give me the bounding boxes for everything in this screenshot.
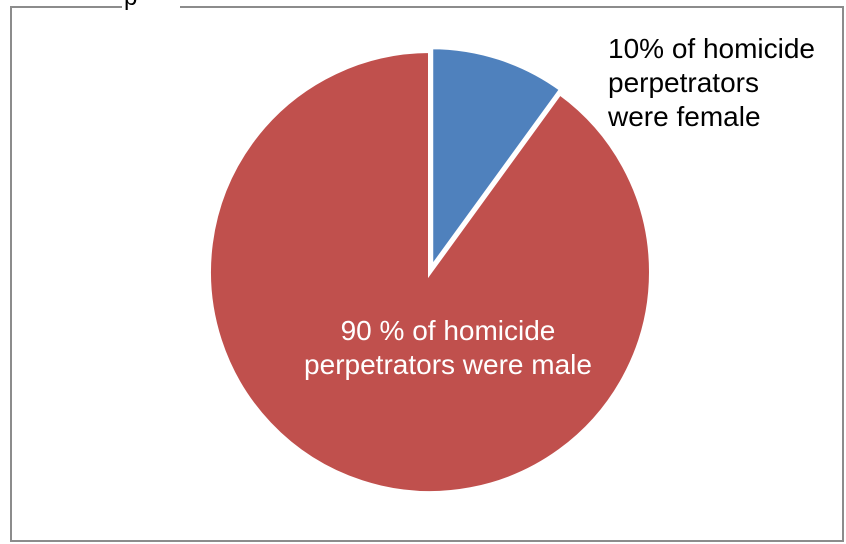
slice-label-male: 90 % of homicide perpetrators were male [268,314,628,382]
chart-title-fragment: p [124,0,178,10]
slice-label-female-line-1: 10% of homicide [608,33,816,64]
slice-label-female-line-2: perpetrators [608,67,759,98]
pie-slice-0 [429,45,564,275]
slice-label-female-line-3: were female [608,101,761,132]
chart-frame-top-left-border [10,6,122,8]
slice-label-male-line-1: 90 % of homicide [340,315,556,346]
slice-label-female: 10% of homicide perpetrators were female [608,32,815,134]
pie-slice-1 [207,48,653,495]
chart-frame-top-right-border [180,6,844,8]
slice-label-male-line-2: perpetrators were male [304,349,592,380]
